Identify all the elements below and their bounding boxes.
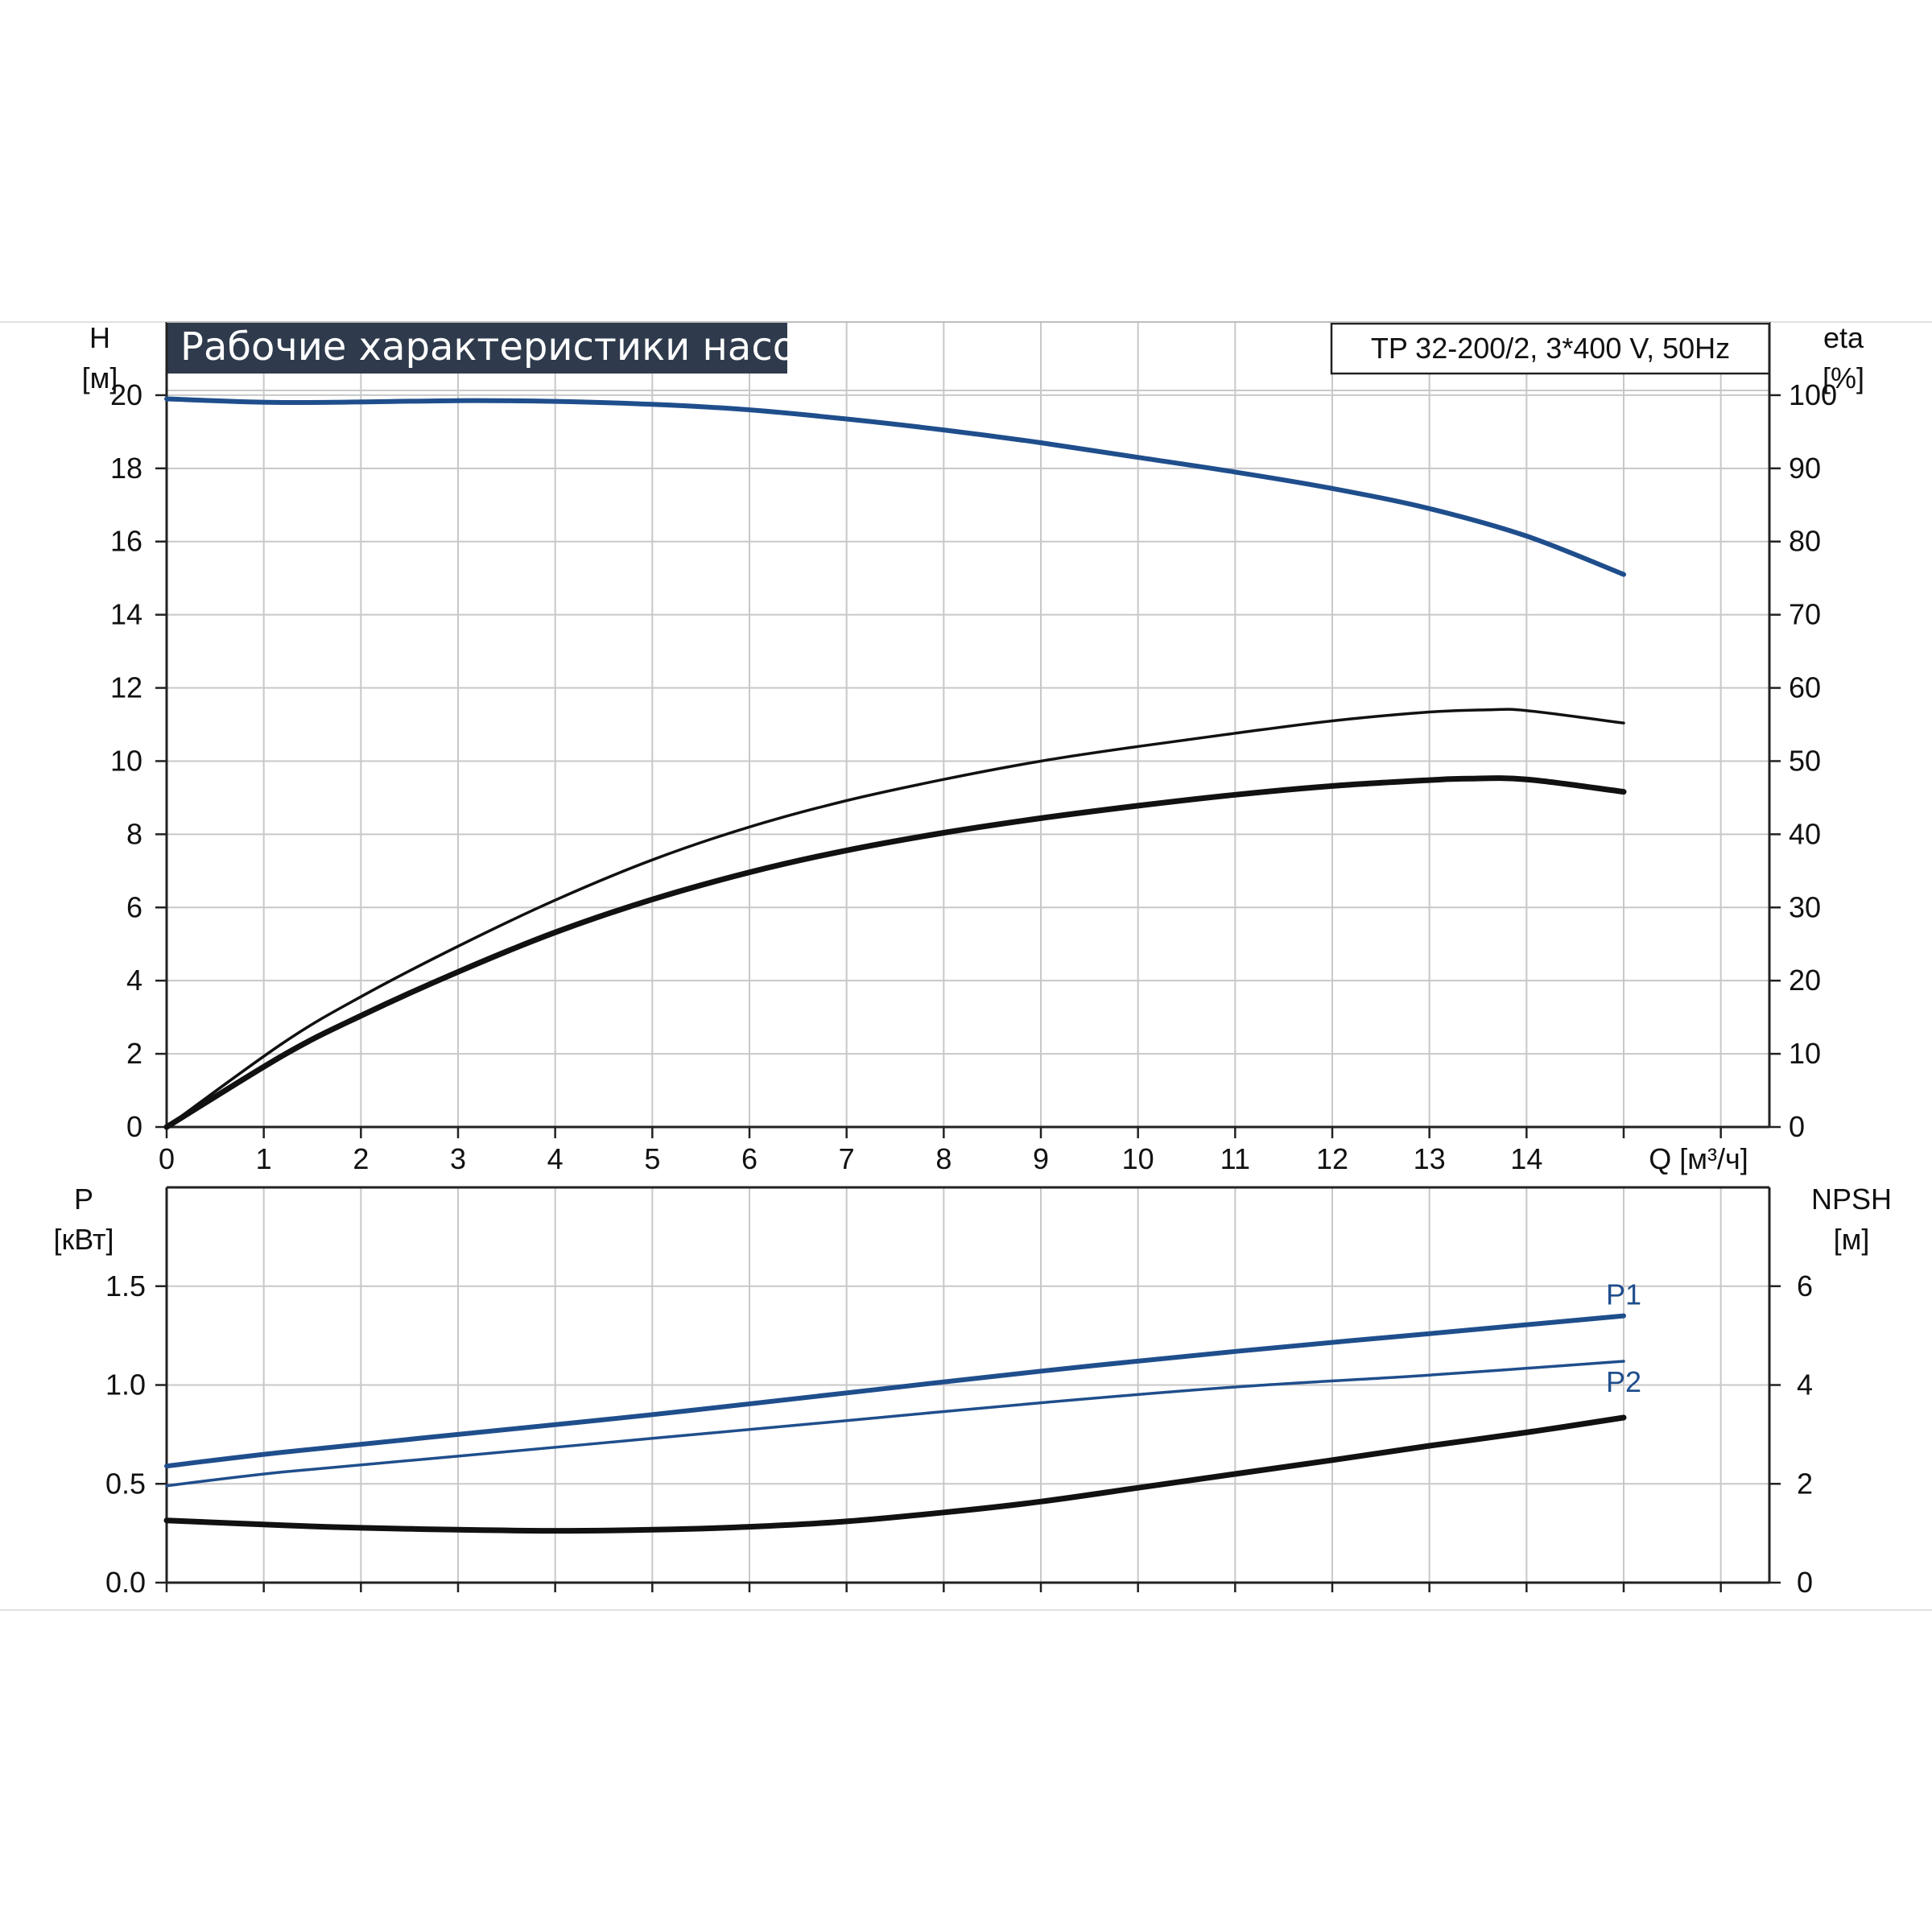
x-axis-label: Q [м³/ч] (1649, 1142, 1748, 1175)
y-axis-symbol: P (74, 1183, 93, 1216)
y2-tick-label: 6 (1797, 1269, 1813, 1302)
y-tick-label: 10 (110, 744, 142, 777)
x-tick-label: 3 (450, 1142, 466, 1175)
series-label-p2: P2 (1606, 1365, 1641, 1398)
y2-tick-label: 100 (1789, 378, 1837, 411)
y-axis-symbol: H (89, 321, 110, 354)
x-tick-label: 10 (1122, 1142, 1154, 1175)
y2-tick-label: 60 (1789, 671, 1821, 704)
y2-axis-symbol: NPSH (1811, 1183, 1892, 1216)
bottom-panel-grid (0, 1187, 1932, 1611)
top-panel-grid (0, 321, 1932, 1128)
y2-tick-label: 40 (1789, 817, 1821, 850)
x-tick-label: 0 (159, 1142, 175, 1175)
title-background (167, 322, 787, 374)
x-tick-label: 11 (1220, 1142, 1250, 1175)
y2-tick-label: 0 (1789, 1110, 1805, 1143)
y2-tick-label: 50 (1789, 744, 1821, 777)
y2-tick-label: 90 (1789, 452, 1821, 485)
bottom-panel-curves: P1 P2 (163, 1278, 1641, 1534)
series-label-p1: P1 (1606, 1278, 1641, 1311)
x-tick-label: 5 (644, 1142, 660, 1175)
model-label: TP 32-200/2, 3*400 V, 50Hz (1371, 332, 1730, 365)
y-tick-label: 4 (126, 964, 142, 997)
y-tick-label: 6 (126, 890, 142, 923)
x-tick-label: 12 (1316, 1142, 1348, 1175)
y2-axis-symbol: eta (1823, 321, 1864, 354)
x-tick-label: 2 (353, 1142, 369, 1175)
y-axis-unit: [м] (82, 361, 118, 394)
x-tick-label: 7 (839, 1142, 855, 1175)
y2-tick-label: 20 (1789, 964, 1821, 997)
y2-tick-label: 2 (1797, 1467, 1813, 1500)
y-tick-label: 0.5 (105, 1467, 146, 1500)
y-tick-label: 1.0 (105, 1368, 146, 1402)
x-tick-label: 9 (1033, 1142, 1049, 1175)
x-tick-label: 6 (741, 1142, 758, 1175)
x-tick-label: 4 (547, 1142, 564, 1175)
x-tick-label: 14 (1510, 1142, 1542, 1175)
y-tick-label: 14 (110, 598, 142, 631)
bottom-panel-axes: 0.0 0.5 1.0 1.5 0 2 4 6 P [кВт] NPSH [м] (53, 1183, 1892, 1599)
bottom-series-p2 (165, 1360, 1625, 1488)
y-tick-label: 0.0 (105, 1566, 146, 1599)
y-tick-label: 18 (110, 452, 142, 485)
bottom-series-3 (163, 1414, 1627, 1534)
y-tick-label: 16 (110, 525, 142, 558)
y-tick-label: 12 (110, 671, 142, 704)
x-tick-label: 1 (256, 1142, 272, 1175)
y2-tick-label: 10 (1789, 1037, 1821, 1070)
top-series-2 (165, 708, 1625, 1129)
y-tick-label: 8 (126, 817, 142, 850)
x-tick-label: 13 (1414, 1142, 1446, 1175)
top-panel-axes: 0246810121416182001020304050607080901000… (82, 321, 1864, 1175)
y2-tick-label: 70 (1789, 598, 1821, 631)
y-tick-label: 0 (126, 1110, 142, 1143)
y-tick-label: 20 (110, 378, 142, 411)
y2-tick-label: 30 (1789, 890, 1821, 923)
x-tick-label: 8 (935, 1142, 952, 1175)
y2-tick-label: 80 (1789, 525, 1821, 558)
y2-axis-unit: [м] (1834, 1223, 1870, 1256)
bottom-series-p1 (164, 1313, 1626, 1469)
top-panel-curves (163, 396, 1627, 1130)
y-tick-label: 2 (126, 1037, 142, 1070)
y2-axis-unit: [%] (1823, 361, 1864, 394)
top-series-3 (163, 775, 1627, 1130)
top-series-1 (164, 396, 1626, 577)
y2-tick-label: 0 (1797, 1566, 1813, 1599)
y-tick-label: 1.5 (105, 1269, 146, 1302)
y2-tick-label: 4 (1797, 1368, 1813, 1402)
chart-title: Рабочие характеристики насоса (180, 324, 841, 369)
y-axis-unit: [кВт] (53, 1223, 114, 1256)
